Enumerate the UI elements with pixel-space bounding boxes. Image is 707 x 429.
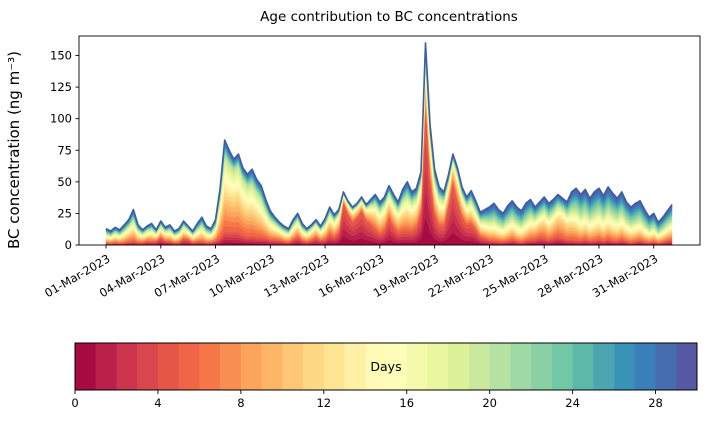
colorbar-segment — [344, 343, 366, 390]
colorbar-segment — [406, 343, 428, 390]
colorbar-segment — [282, 343, 304, 390]
colorbar-tick-label: 24 — [565, 396, 580, 410]
colorbar-segment — [303, 343, 325, 390]
colorbar-tick-label: 28 — [648, 396, 663, 410]
axes-frame-and-ticks: 025507510012515001-Mar-202304-Mar-202307… — [42, 35, 701, 300]
colorbar: 0 4 8 12 16 20 24 28 — [71, 342, 698, 410]
colorbar-segment — [655, 343, 677, 390]
colorbar-segment — [510, 343, 532, 390]
colorbar-segment — [614, 343, 636, 390]
colorbar-segment — [220, 343, 242, 390]
total-concentration-line — [105, 42, 673, 232]
y-axis-label: BC concentration (ng m⁻³) — [5, 51, 23, 249]
y-tick-label: 0 — [65, 238, 72, 252]
y-tick-label: 100 — [50, 112, 72, 126]
y-tick-label: 25 — [57, 206, 72, 220]
colorbar-segment — [95, 343, 117, 390]
colorbar-frame — [74, 342, 698, 391]
colorbar-segment — [468, 343, 490, 390]
colorbar-segment — [199, 343, 221, 390]
colorbar-segment — [157, 343, 179, 390]
stacked-age-layers — [105, 42, 673, 246]
colorbar-segment — [116, 343, 138, 390]
colorbar-tick-label: 12 — [316, 396, 331, 410]
colorbar-segment — [178, 343, 200, 390]
colorbar-segment — [365, 343, 387, 390]
y-tick-label: 50 — [57, 175, 72, 189]
colorbar-segment — [551, 343, 573, 390]
colorbar-segment — [634, 343, 656, 390]
colorbar-segment — [448, 343, 470, 390]
colorbar-segment — [137, 343, 159, 390]
colorbar-segment — [572, 343, 594, 390]
colorbar-segment — [240, 343, 262, 390]
chart-title: Age contribution to BC concentrations — [260, 9, 518, 25]
y-tick-label: 125 — [50, 80, 72, 94]
y-tick-label: 150 — [50, 49, 72, 63]
colorbar-tick-label: 16 — [399, 396, 414, 410]
y-tick-label: 75 — [57, 143, 72, 157]
colorbar-segment — [261, 343, 283, 390]
colorbar-segment — [386, 343, 408, 390]
colorbar-segment — [323, 343, 345, 390]
colorbar-segment — [489, 343, 511, 390]
colorbar-segment — [531, 343, 553, 390]
axes-frame — [78, 35, 701, 246]
colorbar-segment — [75, 343, 97, 390]
colorbar-segment — [593, 343, 615, 390]
colorbar-tick-label: 0 — [71, 396, 78, 410]
colorbar-tick-label: 4 — [154, 396, 161, 410]
colorbar-segment — [676, 343, 698, 390]
colorbar-segment — [427, 343, 449, 390]
colorbar-label: Days — [370, 359, 401, 374]
colorbar-tick-label: 8 — [237, 396, 244, 410]
colorbar-tick-label: 20 — [482, 396, 497, 410]
